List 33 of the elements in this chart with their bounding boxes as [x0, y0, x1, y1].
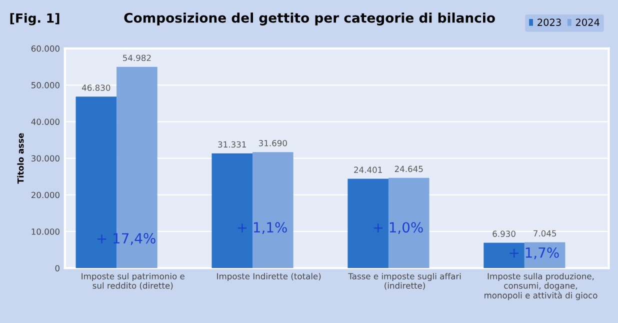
data-label: 54.982 [123, 54, 151, 62]
chart-title: Composizione del gettito per categorie di bilancio [124, 12, 495, 26]
data-label: 24.645 [394, 166, 423, 172]
y-tick-label: 50.000 [32, 82, 60, 88]
data-label: 46.830 [82, 84, 110, 91]
bar [388, 178, 430, 268]
bar [252, 152, 294, 268]
text: [Fig. 1] [10, 13, 60, 26]
data-label: 6.930 [492, 230, 516, 237]
y-tick-label: 20.000 [31, 192, 60, 198]
legend-label: 2024 [576, 18, 600, 26]
data-label: 7.045 [534, 230, 556, 237]
x-tick-label: Tasse e imposte sugli affari (indirette) [348, 272, 461, 290]
legend-label: 2023 [538, 18, 561, 26]
y-tick-label: 60.000 [31, 45, 60, 52]
y-tick-label: 0 [55, 265, 60, 272]
data-label: 24.401 [354, 166, 382, 173]
data-label: 31.331 [218, 141, 246, 148]
y-axis-title: Titolo asse [17, 133, 24, 184]
y-tick-label: 40.000 [31, 118, 60, 125]
data-label: 31.690 [258, 140, 287, 146]
x-tick-label: Imposte sulla produzione, consumi, dogane, monopoli e attività di gioco [484, 272, 598, 300]
annotation: + 1,0% [374, 222, 423, 234]
y-tick-label: 30.000 [32, 155, 60, 162]
bar [484, 242, 524, 268]
bar [212, 153, 253, 268]
x-tick-label: Imposte Indirette (totale) [217, 272, 321, 282]
annotation: + 1,7% [510, 247, 559, 260]
y-tick-label: 10.000 [32, 228, 60, 235]
bar [348, 178, 388, 268]
x-tick-label: Imposte sul patrimonio e sul reddito (dirette) [82, 272, 184, 290]
annotation: + 1,1% [238, 222, 287, 234]
bar [524, 242, 566, 268]
